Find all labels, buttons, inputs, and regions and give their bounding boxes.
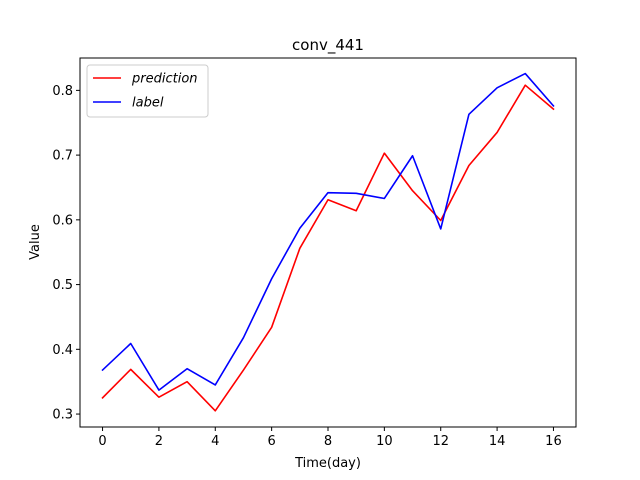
y-tick-label: 0.7: [52, 149, 73, 164]
x-tick-label: 16: [545, 434, 562, 449]
x-tick-label: 4: [211, 434, 219, 449]
x-tick-label: 0: [98, 434, 106, 449]
legend-label-label: label: [132, 96, 164, 111]
x-tick-label: 14: [489, 434, 506, 449]
y-tick-label: 0.3: [52, 408, 73, 423]
legend: prediction label: [86, 64, 209, 118]
y-tick-label: 0.8: [52, 84, 73, 99]
plot-area: [101, 72, 555, 412]
x-tick-label: 8: [324, 434, 332, 449]
x-axis-label: Time(day): [294, 456, 361, 471]
y-tick-label: 0.4: [52, 343, 73, 358]
x-tick-label: 10: [376, 434, 393, 449]
y-axis-label: Value: [28, 224, 43, 260]
series-line-label: [101, 72, 555, 391]
series-line-prediction: [101, 84, 555, 412]
x-tick-label: 6: [267, 434, 275, 449]
y-tick-label: 0.6: [52, 213, 73, 228]
chart-title: conv_441: [292, 36, 364, 55]
y-axis: 0.3 0.4 0.5 0.6 0.7 0.8: [52, 84, 80, 423]
x-tick-label: 12: [432, 434, 449, 449]
legend-label-prediction: prediction: [131, 72, 198, 87]
y-tick-label: 0.5: [52, 278, 73, 293]
x-tick-label: 2: [155, 434, 163, 449]
x-axis: 0 2 4 6 8 10 12 14 16: [98, 427, 562, 449]
